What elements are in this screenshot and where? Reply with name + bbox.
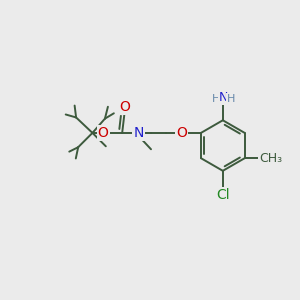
- Text: H: H: [212, 94, 220, 104]
- Text: N: N: [133, 126, 144, 140]
- Text: Cl: Cl: [216, 188, 230, 202]
- Text: N: N: [219, 92, 228, 104]
- Text: CH₃: CH₃: [259, 152, 282, 165]
- Text: O: O: [120, 100, 130, 114]
- Text: O: O: [176, 126, 187, 140]
- Text: O: O: [98, 126, 109, 140]
- Text: H: H: [227, 94, 235, 104]
